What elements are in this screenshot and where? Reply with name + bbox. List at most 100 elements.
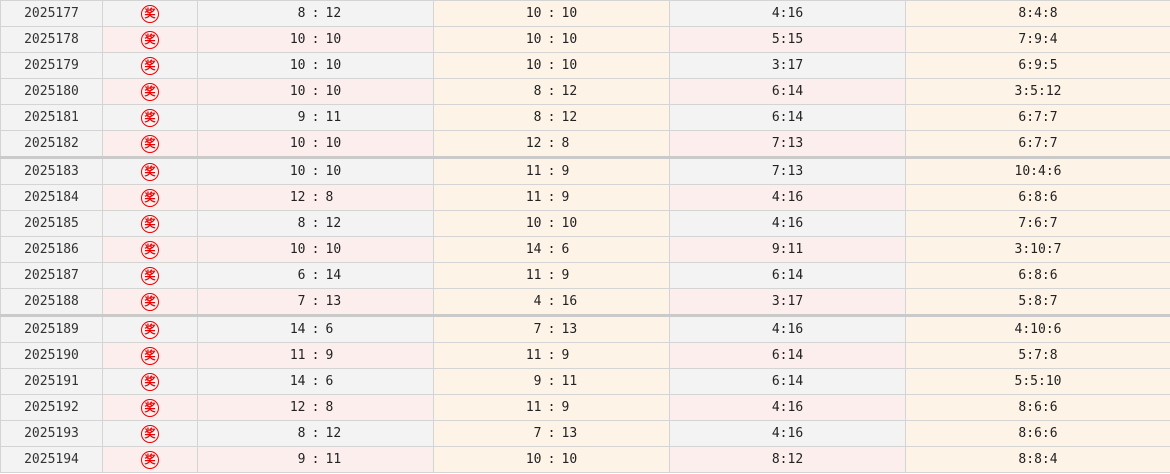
prize-cell: 奖 (102, 130, 198, 158)
ratio-a: 10:10 (197, 52, 434, 79)
ratio-a: 6:14 (197, 262, 434, 289)
ratio-b: 10:10 (433, 0, 670, 27)
ratio-d: 8:8:4 (905, 446, 1170, 473)
table-row: 2025181 奖 9:11 8:12 6:14 6:7:7 (0, 104, 1170, 131)
ratio-a: 10:10 (197, 130, 434, 158)
table-row: 2025194 奖 9:11 10:10 8:12 8:8:4 (0, 446, 1170, 473)
ratio-d: 6:7:7 (905, 104, 1170, 131)
prize-icon[interactable]: 奖 (141, 372, 159, 391)
prize-icon[interactable]: 奖 (141, 134, 159, 153)
issue-number: 2025194 (0, 446, 103, 473)
prize-cell: 奖 (102, 26, 198, 53)
ratio-c: 6:14 (669, 342, 906, 369)
ratio-a: 10:10 (197, 78, 434, 105)
table-row: 2025184 奖 12:8 11:9 4:16 6:8:6 (0, 184, 1170, 211)
prize-icon[interactable]: 奖 (141, 30, 159, 49)
ratio-d: 6:8:6 (905, 262, 1170, 289)
ratio-c: 3:17 (669, 52, 906, 79)
table-row: 2025182 奖 10:10 12:8 7:13 6:7:7 (0, 130, 1170, 158)
ratio-b: 11:9 (433, 184, 670, 211)
ratio-a: 8:12 (197, 0, 434, 27)
prize-cell: 奖 (102, 420, 198, 447)
prize-icon[interactable]: 奖 (141, 240, 159, 259)
ratio-a: 12:8 (197, 394, 434, 421)
prize-cell: 奖 (102, 184, 198, 211)
table-row: 2025185 奖 8:12 10:10 4:16 7:6:7 (0, 210, 1170, 237)
prize-icon[interactable]: 奖 (141, 108, 159, 127)
ratio-b: 7:13 (433, 420, 670, 447)
table-row: 2025177 奖 8:12 10:10 4:16 8:4:8 (0, 0, 1170, 27)
issue-number: 2025183 (0, 156, 103, 185)
prize-cell: 奖 (102, 236, 198, 263)
issue-number: 2025179 (0, 52, 103, 79)
prize-icon[interactable]: 奖 (141, 424, 159, 443)
ratio-c: 4:16 (669, 394, 906, 421)
table-row: 2025180 奖 10:10 8:12 6:14 3:5:12 (0, 78, 1170, 105)
prize-icon[interactable]: 奖 (141, 346, 159, 365)
prize-cell: 奖 (102, 368, 198, 395)
ratio-d: 7:9:4 (905, 26, 1170, 53)
prize-icon[interactable]: 奖 (141, 398, 159, 417)
ratio-c: 4:16 (669, 420, 906, 447)
ratio-d: 8:4:8 (905, 0, 1170, 27)
ratio-b: 11:9 (433, 342, 670, 369)
prize-icon[interactable]: 奖 (141, 162, 159, 181)
ratio-a: 10:10 (197, 26, 434, 53)
ratio-c: 9:11 (669, 236, 906, 263)
ratio-b: 10:10 (433, 446, 670, 473)
ratio-b: 11:9 (433, 262, 670, 289)
prize-icon[interactable]: 奖 (141, 266, 159, 285)
issue-number: 2025178 (0, 26, 103, 53)
table-row: 2025193 奖 8:12 7:13 4:16 8:6:6 (0, 420, 1170, 447)
issue-number: 2025182 (0, 130, 103, 158)
ratio-d: 4:10:6 (905, 314, 1170, 343)
table-row: 2025189 奖 14:6 7:13 4:16 4:10:6 (0, 314, 1170, 343)
issue-number: 2025188 (0, 288, 103, 316)
issue-number: 2025191 (0, 368, 103, 395)
ratio-b: 8:12 (433, 78, 670, 105)
ratio-a: 14:6 (197, 314, 434, 343)
ratio-c: 6:14 (669, 262, 906, 289)
prize-cell: 奖 (102, 342, 198, 369)
prize-cell: 奖 (102, 314, 198, 343)
ratio-a: 10:10 (197, 156, 434, 185)
ratio-c: 3:17 (669, 288, 906, 316)
prize-icon[interactable]: 奖 (141, 320, 159, 339)
ratio-a: 10:10 (197, 236, 434, 263)
prize-icon[interactable]: 奖 (141, 82, 159, 101)
table-row: 2025192 奖 12:8 11:9 4:16 8:6:6 (0, 394, 1170, 421)
prize-cell: 奖 (102, 210, 198, 237)
issue-number: 2025177 (0, 0, 103, 27)
ratio-d: 5:5:10 (905, 368, 1170, 395)
ratio-d: 8:6:6 (905, 394, 1170, 421)
table-row: 2025191 奖 14:6 9:11 6:14 5:5:10 (0, 368, 1170, 395)
ratio-b: 9:11 (433, 368, 670, 395)
prize-cell: 奖 (102, 262, 198, 289)
prize-icon[interactable]: 奖 (141, 292, 159, 311)
ratio-a: 9:11 (197, 104, 434, 131)
ratio-b: 8:12 (433, 104, 670, 131)
ratio-b: 4:16 (433, 288, 670, 316)
prize-cell: 奖 (102, 446, 198, 473)
prize-icon[interactable]: 奖 (141, 56, 159, 75)
ratio-a: 11:9 (197, 342, 434, 369)
ratio-c: 4:16 (669, 314, 906, 343)
prize-cell: 奖 (102, 0, 198, 27)
table-row: 2025179 奖 10:10 10:10 3:17 6:9:5 (0, 52, 1170, 79)
prize-icon[interactable]: 奖 (141, 450, 159, 469)
issue-number: 2025192 (0, 394, 103, 421)
prize-icon[interactable]: 奖 (141, 4, 159, 23)
table-row: 2025187 奖 6:14 11:9 6:14 6:8:6 (0, 262, 1170, 289)
prize-icon[interactable]: 奖 (141, 188, 159, 207)
ratio-d: 5:7:8 (905, 342, 1170, 369)
table-row: 2025188 奖 7:13 4:16 3:17 5:8:7 (0, 288, 1170, 316)
ratio-d: 7:6:7 (905, 210, 1170, 237)
ratio-b: 10:10 (433, 26, 670, 53)
ratio-c: 7:13 (669, 156, 906, 185)
issue-number: 2025190 (0, 342, 103, 369)
ratio-d: 6:7:7 (905, 130, 1170, 158)
table-row: 2025190 奖 11:9 11:9 6:14 5:7:8 (0, 342, 1170, 369)
ratio-b: 7:13 (433, 314, 670, 343)
prize-icon[interactable]: 奖 (141, 214, 159, 233)
ratio-d: 10:4:6 (905, 156, 1170, 185)
